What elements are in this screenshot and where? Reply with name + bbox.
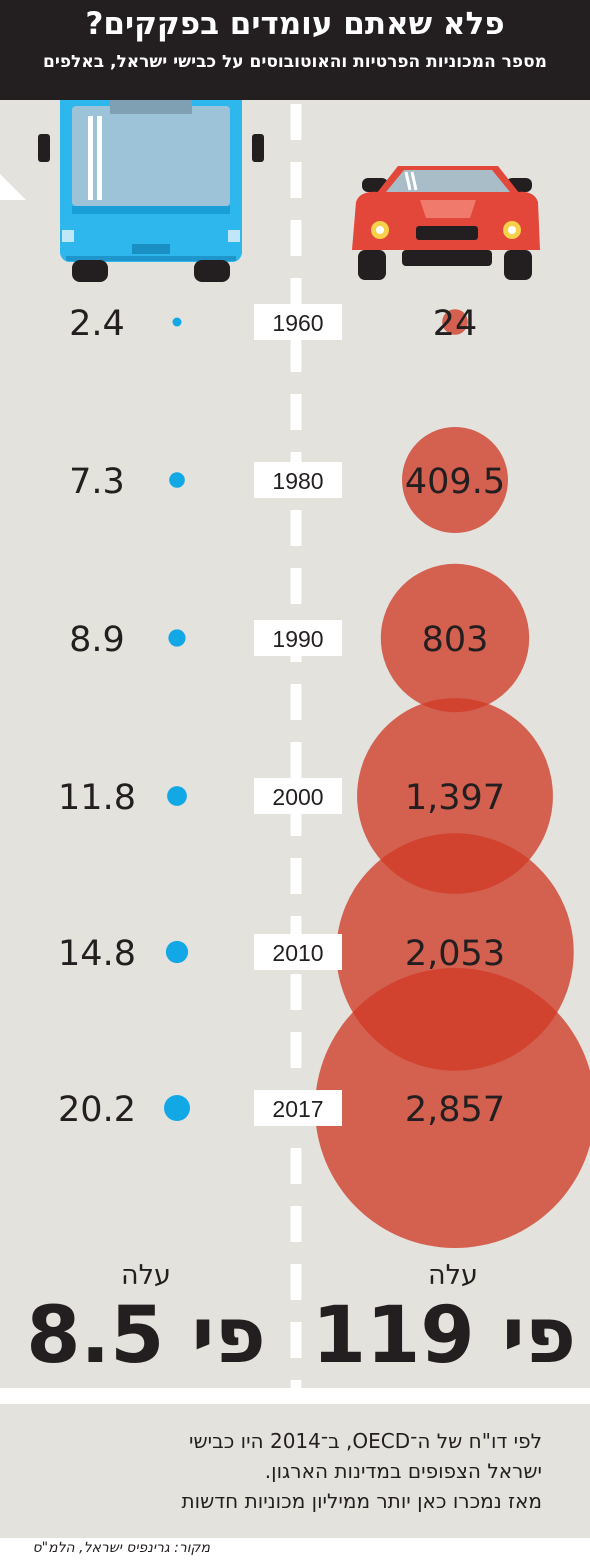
- bus-dot: [168, 629, 186, 647]
- car-value-label: 803: [422, 620, 489, 660]
- bus-growth-word: עלה: [121, 1260, 171, 1291]
- note-line: מאז נמכרו כאן יותר ממיליון מכוניות חדשות: [181, 1489, 543, 1513]
- bus-dot: [172, 317, 182, 327]
- chart-subtitle: מספר המכוניות הפרטיות והאוטובוסים על כבי…: [43, 52, 547, 72]
- car-growth-word: עלה: [428, 1260, 478, 1291]
- year-labels: 1960 1980 1990 2000 2010 2017: [254, 304, 342, 1126]
- bus-value-label: 2.4: [69, 304, 125, 344]
- car-icon: [352, 166, 540, 280]
- car-value-label: 409.5: [405, 462, 505, 502]
- year-box: [254, 620, 342, 656]
- header: פלא שאתם עומדים בפקקים? מספר המכוניות הפ…: [0, 0, 590, 100]
- car-growth-value: פי 119: [312, 1291, 576, 1381]
- car-labels: 24 409.5 803 1,397 2,053 2,857: [405, 304, 505, 1130]
- car-bubbles: [315, 309, 590, 1248]
- bus-icon: [38, 100, 264, 282]
- car-bubble: [402, 427, 508, 533]
- bus-labels: 2.4 7.3 8.9 11.8 14.8 20.2: [58, 304, 136, 1130]
- car-bubble: [315, 968, 590, 1248]
- note-line: לפי דו"ח של ה־OECD, ב־2014 היו כבישי: [189, 1429, 542, 1453]
- bus-value-label: 14.8: [58, 934, 136, 974]
- bus-dot: [169, 472, 185, 488]
- note-text: לפי דו"ח של ה־OECD, ב־2014 היו כבישי ישר…: [42, 1426, 543, 1516]
- year-label: 1990: [272, 626, 323, 652]
- car-value-label: 24: [433, 304, 478, 344]
- year-box: [254, 304, 342, 340]
- corner-fold: [0, 174, 26, 200]
- bus-value-label: 20.2: [58, 1090, 136, 1130]
- year-box: [254, 462, 342, 498]
- bus-dots: [164, 317, 190, 1121]
- bus-dot: [164, 1095, 190, 1121]
- year-label: 1960: [272, 310, 323, 336]
- year-box: [254, 778, 342, 814]
- note-box: לפי דו"ח של ה־OECD, ב־2014 היו כבישי ישר…: [0, 1404, 590, 1538]
- bus-growth-value: פי 8.5: [26, 1291, 266, 1381]
- bus-value-label: 7.3: [69, 462, 125, 502]
- car-value-label: 2,857: [405, 1090, 505, 1130]
- car-value-label: 2,053: [405, 934, 505, 974]
- car-value-label: 1,397: [405, 778, 505, 818]
- chart-svg: 1960 1980 1990 2000 2010 2017 24 409.5 803 1,397…: [26, 100, 590, 1388]
- year-label: 2000: [272, 784, 323, 810]
- bus-dot: [167, 786, 187, 806]
- chart-title: פלא שאתם עומדים בפקקים?: [85, 6, 505, 42]
- bus-dot: [165, 940, 189, 964]
- car-bubble: [442, 309, 468, 335]
- year-label: 1980: [272, 468, 323, 494]
- year-box: [254, 934, 342, 970]
- car-bubble: [380, 563, 530, 713]
- source-credit: מקור: גרינפיס ישראל, הלמ"ס: [32, 1540, 210, 1556]
- bus-value-label: 8.9: [69, 620, 125, 660]
- year-label: 2017: [272, 1096, 323, 1122]
- note-line: ישראל הצפופים במדינות הארגון.: [264, 1459, 542, 1483]
- bus-value-label: 11.8: [58, 778, 136, 818]
- chart-area: 1960 1980 1990 2000 2010 2017 24 409.5 803 1,397…: [0, 100, 590, 1388]
- year-box: [254, 1090, 342, 1126]
- year-label: 2010: [272, 940, 323, 966]
